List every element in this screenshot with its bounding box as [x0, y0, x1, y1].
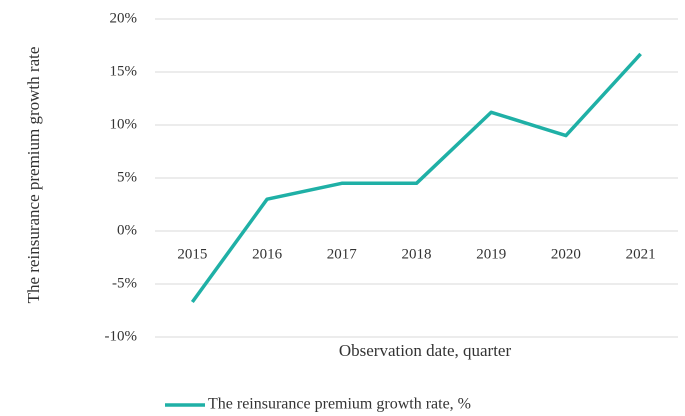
x-tick-label: 2017 — [327, 246, 358, 262]
x-tick-label: 2015 — [177, 246, 207, 262]
y-tick-label: 15% — [110, 63, 138, 79]
legend-label: The reinsurance premium growth rate, % — [208, 396, 471, 413]
series-line — [190, 52, 642, 304]
x-tick-label: 2019 — [476, 246, 506, 262]
x-axis-title: Observation date, quarter — [339, 341, 512, 360]
x-tick-label: 2018 — [402, 246, 432, 262]
y-tick-label: -10% — [105, 328, 138, 344]
y-tick-label: -5% — [112, 275, 137, 291]
x-tick-label: 2020 — [551, 246, 581, 262]
x-tick-label: 2016 — [252, 246, 283, 262]
y-tick-label: 0% — [117, 222, 137, 238]
y-tick-label: 20% — [110, 10, 138, 26]
y-tick-label: 5% — [117, 169, 137, 185]
y-axis-title: The reinsurance premium growth rate — [24, 46, 43, 304]
x-tick-label: 2021 — [626, 246, 656, 262]
y-tick-label: 10% — [110, 116, 138, 132]
